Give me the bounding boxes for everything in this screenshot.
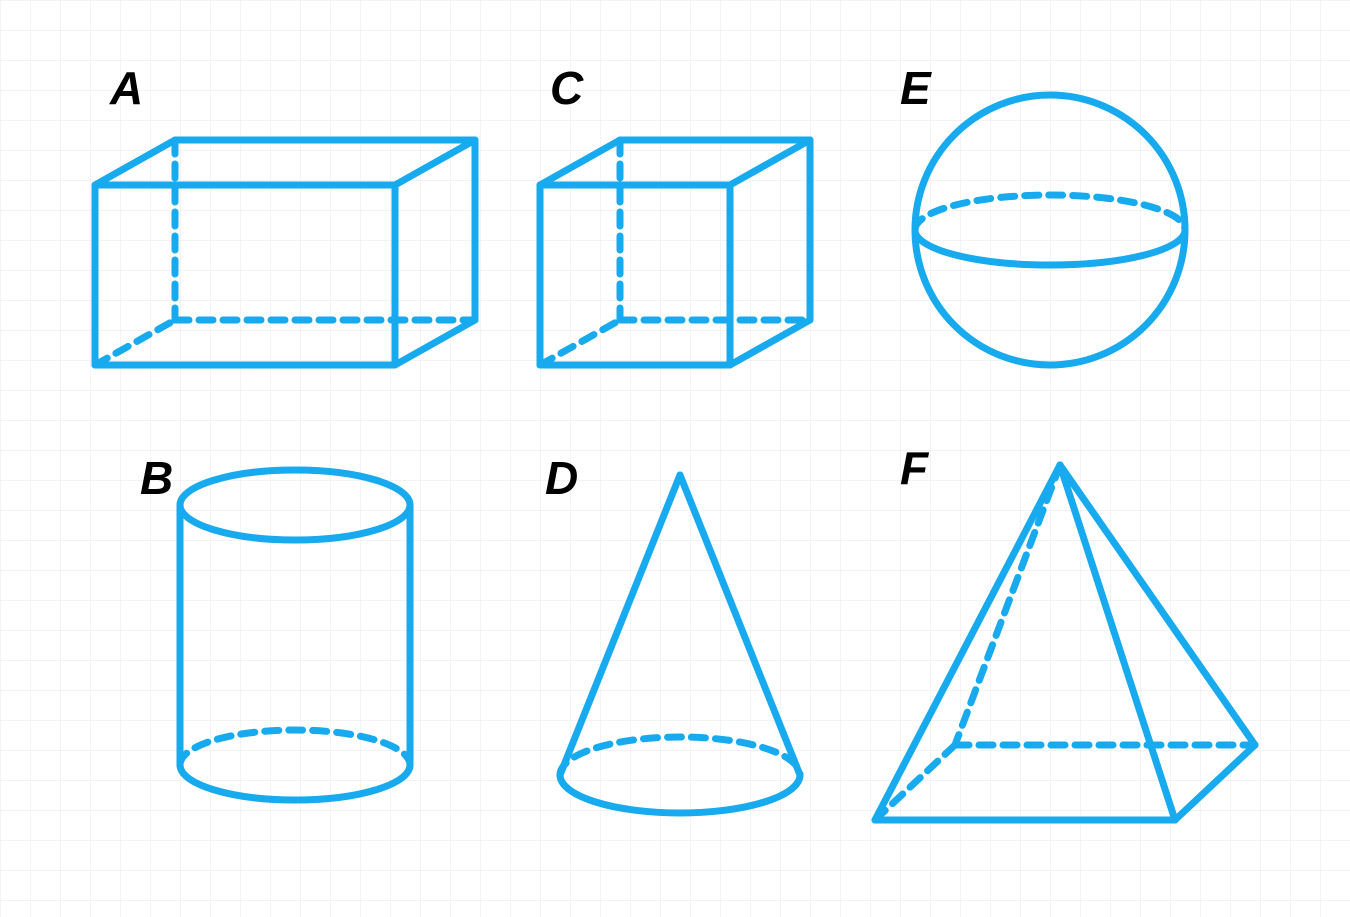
shape-pyramid-F xyxy=(865,455,1265,830)
shape-label-C: C xyxy=(550,65,583,111)
shape-label-D: D xyxy=(545,455,578,501)
shape-rectangular-prism-A xyxy=(95,105,495,385)
diagram-stage: A C E B D F xyxy=(0,0,1350,917)
shape-label-F: F xyxy=(900,445,928,491)
shape-label-A: A xyxy=(110,65,143,111)
shape-label-B: B xyxy=(140,455,173,501)
shape-cylinder-B xyxy=(170,460,420,810)
shape-sphere-E xyxy=(905,85,1195,375)
shape-cone-D xyxy=(550,465,810,823)
shape-label-E: E xyxy=(900,65,931,111)
shape-cube-C xyxy=(540,105,840,385)
